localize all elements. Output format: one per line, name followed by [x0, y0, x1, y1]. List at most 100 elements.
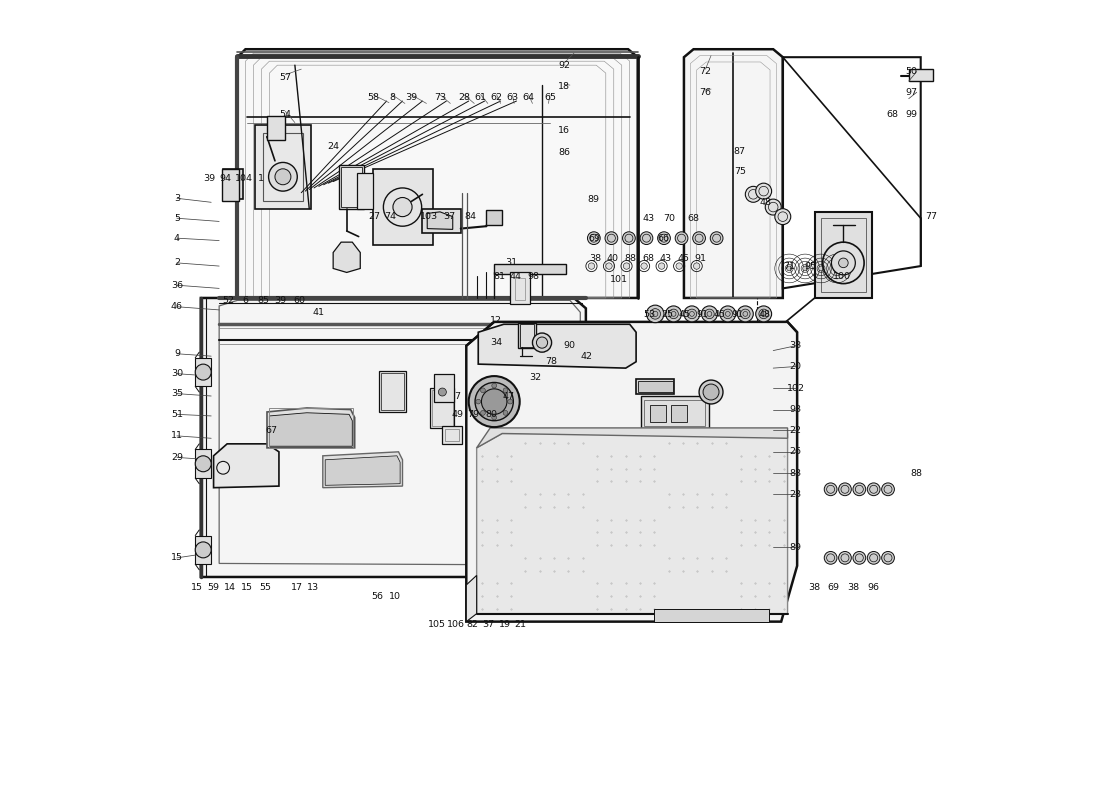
Text: 84: 84: [464, 212, 476, 221]
Circle shape: [803, 266, 807, 271]
Text: 18: 18: [559, 82, 571, 91]
Text: 91: 91: [696, 310, 708, 319]
Circle shape: [587, 232, 601, 245]
Bar: [378, 370, 407, 412]
Text: 38: 38: [590, 254, 602, 262]
Circle shape: [719, 306, 736, 322]
Text: 43: 43: [660, 254, 672, 262]
Circle shape: [881, 551, 894, 564]
Circle shape: [666, 306, 682, 322]
Text: 105: 105: [428, 620, 446, 630]
Text: 69: 69: [588, 234, 601, 242]
Text: 4: 4: [174, 234, 180, 242]
Text: 19: 19: [498, 620, 510, 630]
Text: 31: 31: [506, 258, 518, 267]
Circle shape: [756, 306, 771, 322]
Circle shape: [482, 389, 507, 414]
Bar: [432, 390, 453, 426]
Bar: [444, 430, 459, 442]
Text: 23: 23: [790, 490, 802, 498]
Text: 77: 77: [925, 212, 937, 221]
Text: 29: 29: [170, 453, 183, 462]
Text: 79: 79: [468, 410, 480, 419]
Text: 25: 25: [661, 310, 673, 319]
Circle shape: [640, 232, 652, 245]
Text: 81: 81: [494, 272, 506, 281]
Circle shape: [503, 410, 508, 415]
Polygon shape: [213, 444, 279, 488]
Polygon shape: [427, 212, 453, 230]
Text: 16: 16: [559, 126, 571, 135]
Text: 86: 86: [559, 148, 571, 158]
Circle shape: [475, 382, 514, 421]
Text: 40: 40: [607, 254, 619, 262]
Bar: [430, 388, 454, 428]
Text: eurospares: eurospares: [278, 266, 472, 343]
Text: 93: 93: [790, 405, 802, 414]
Text: 62: 62: [491, 93, 503, 102]
Circle shape: [818, 266, 824, 271]
Text: 6: 6: [242, 296, 249, 305]
Circle shape: [852, 551, 866, 564]
Circle shape: [195, 456, 211, 472]
Text: 38: 38: [808, 583, 821, 592]
Circle shape: [623, 232, 636, 245]
Circle shape: [824, 551, 837, 564]
Circle shape: [469, 376, 519, 427]
Polygon shape: [476, 434, 788, 614]
Circle shape: [492, 383, 496, 388]
Polygon shape: [478, 324, 636, 368]
Text: 97: 97: [905, 88, 917, 97]
Text: 46: 46: [170, 302, 183, 311]
Text: 59: 59: [208, 583, 220, 592]
Circle shape: [503, 388, 508, 393]
Bar: [638, 381, 673, 392]
Text: 22: 22: [790, 426, 802, 434]
Bar: [422, 209, 461, 233]
Text: 15: 15: [241, 583, 253, 592]
Text: 41: 41: [312, 308, 324, 317]
Text: 61: 61: [474, 93, 486, 102]
Circle shape: [786, 266, 792, 271]
Text: 48: 48: [759, 198, 771, 206]
Bar: [358, 173, 373, 209]
Text: 39: 39: [204, 174, 216, 183]
Polygon shape: [326, 456, 400, 486]
Text: 45: 45: [678, 254, 689, 262]
Circle shape: [746, 186, 761, 202]
Circle shape: [647, 305, 664, 322]
Text: 8: 8: [389, 93, 395, 102]
Polygon shape: [684, 50, 783, 298]
Text: eurospares: eurospares: [532, 306, 727, 383]
Bar: [442, 426, 462, 444]
Circle shape: [476, 399, 481, 404]
Circle shape: [605, 232, 618, 245]
Text: 57: 57: [279, 73, 292, 82]
Polygon shape: [322, 452, 403, 488]
Circle shape: [492, 415, 496, 420]
Text: 92: 92: [559, 61, 571, 70]
Text: 3: 3: [174, 194, 180, 203]
Circle shape: [537, 337, 548, 348]
Text: 96: 96: [868, 583, 880, 592]
Polygon shape: [466, 322, 798, 622]
Text: 95: 95: [804, 262, 816, 270]
Text: 33: 33: [790, 342, 802, 350]
Text: 88: 88: [625, 254, 637, 262]
Text: 12: 12: [490, 316, 502, 325]
Text: 78: 78: [546, 358, 558, 366]
Circle shape: [532, 333, 551, 352]
Text: 7: 7: [454, 391, 461, 401]
Text: 10: 10: [388, 593, 400, 602]
Text: 1: 1: [257, 174, 264, 183]
Circle shape: [676, 263, 682, 270]
Text: 94: 94: [220, 174, 231, 183]
Bar: [909, 69, 933, 81]
Text: 68: 68: [688, 214, 700, 222]
Circle shape: [675, 232, 688, 245]
Circle shape: [835, 266, 839, 271]
Text: 35: 35: [170, 389, 183, 398]
Text: 91: 91: [732, 310, 744, 319]
Text: 58: 58: [367, 93, 380, 102]
Circle shape: [693, 263, 700, 270]
